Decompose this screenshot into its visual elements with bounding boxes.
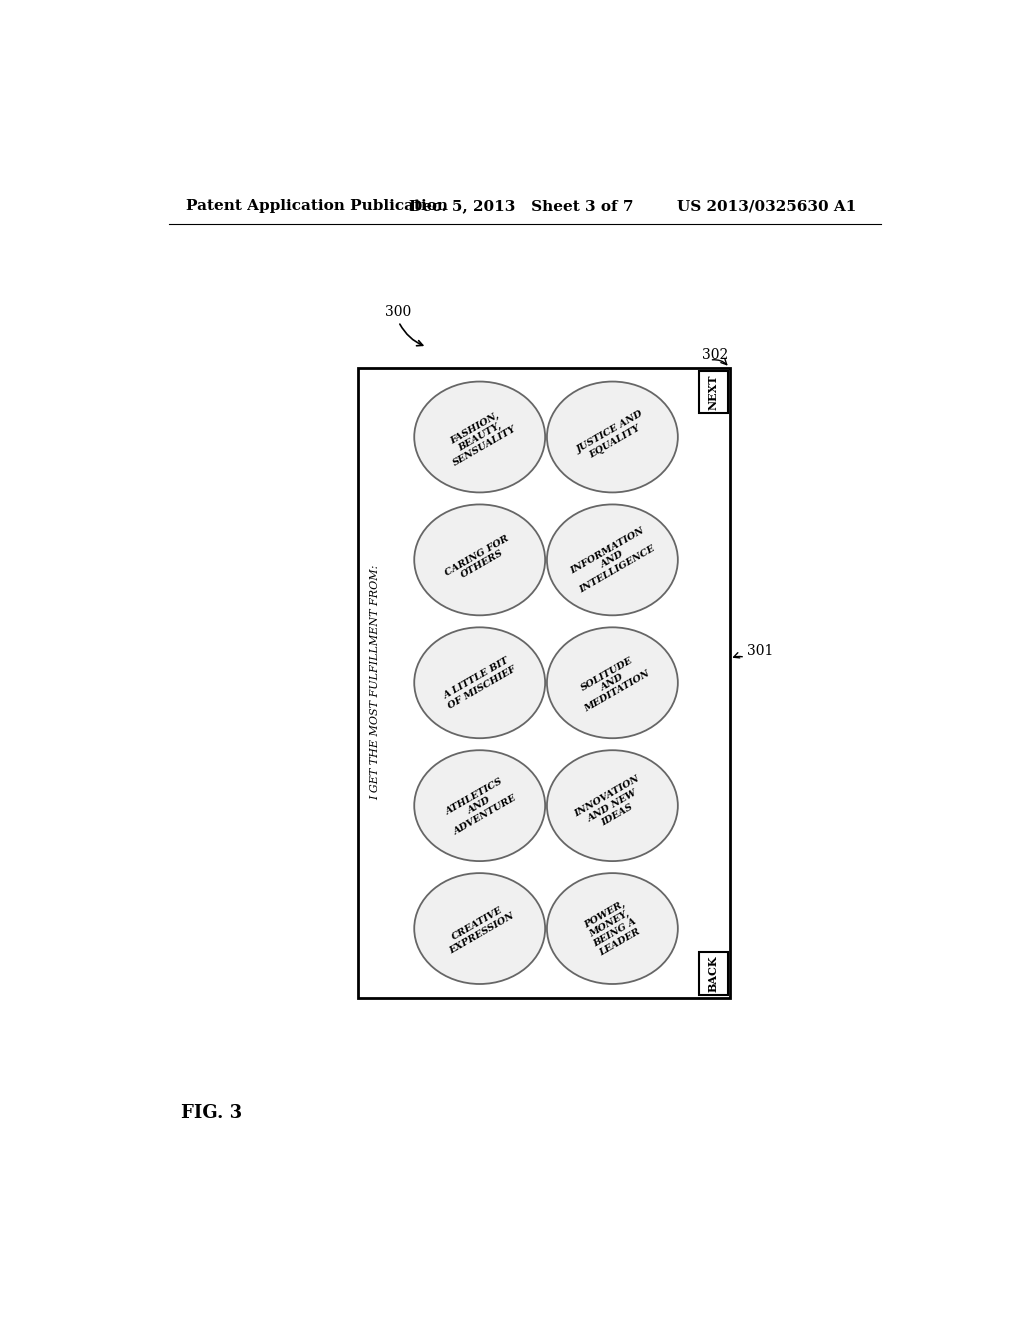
Text: POWER,
MONEY,
BEING A
LEADER: POWER, MONEY, BEING A LEADER <box>582 899 643 958</box>
Ellipse shape <box>547 381 678 492</box>
Ellipse shape <box>547 627 678 738</box>
Ellipse shape <box>415 504 545 615</box>
Text: BACK: BACK <box>708 956 719 991</box>
Text: CARING FOR
OTHERS: CARING FOR OTHERS <box>443 533 516 586</box>
Text: NEXT: NEXT <box>708 375 719 409</box>
Text: INFORMATION
AND
INTELLIGENCE: INFORMATION AND INTELLIGENCE <box>567 525 657 594</box>
Text: US 2013/0325630 A1: US 2013/0325630 A1 <box>677 199 857 213</box>
Text: 300: 300 <box>385 305 411 319</box>
Text: I GET THE MOST FULFILLMENT FROM:: I GET THE MOST FULFILLMENT FROM: <box>371 565 381 800</box>
Text: 302: 302 <box>701 347 728 362</box>
Ellipse shape <box>415 750 545 861</box>
Text: SOLITUDE
AND
MEDITATION: SOLITUDE AND MEDITATION <box>572 651 652 714</box>
Ellipse shape <box>415 627 545 738</box>
Ellipse shape <box>547 873 678 983</box>
Text: Dec. 5, 2013   Sheet 3 of 7: Dec. 5, 2013 Sheet 3 of 7 <box>410 199 634 213</box>
Text: A LITTLE BIT
OF MISCHIEF: A LITTLE BIT OF MISCHIEF <box>441 655 518 710</box>
Text: FASHION,
BEAUTY,
SENSUALITY: FASHION, BEAUTY, SENSUALITY <box>441 407 518 467</box>
Text: ATHLETICS
AND
ADVENTURE: ATHLETICS AND ADVENTURE <box>441 775 518 837</box>
Text: 301: 301 <box>746 644 773 659</box>
Text: FIG. 3: FIG. 3 <box>180 1105 242 1122</box>
Ellipse shape <box>415 873 545 983</box>
Text: Patent Application Publication: Patent Application Publication <box>186 199 449 213</box>
Text: INNOVATION
AND NEW
IDEAS: INNOVATION AND NEW IDEAS <box>573 775 652 837</box>
Ellipse shape <box>547 750 678 861</box>
Text: CREATIVE
EXPRESSION: CREATIVE EXPRESSION <box>443 902 516 956</box>
FancyBboxPatch shape <box>698 371 728 413</box>
FancyBboxPatch shape <box>357 368 730 998</box>
Ellipse shape <box>415 381 545 492</box>
FancyBboxPatch shape <box>698 952 728 995</box>
Text: JUSTICE AND
EQUALITY: JUSTICE AND EQUALITY <box>574 409 650 465</box>
Ellipse shape <box>547 504 678 615</box>
